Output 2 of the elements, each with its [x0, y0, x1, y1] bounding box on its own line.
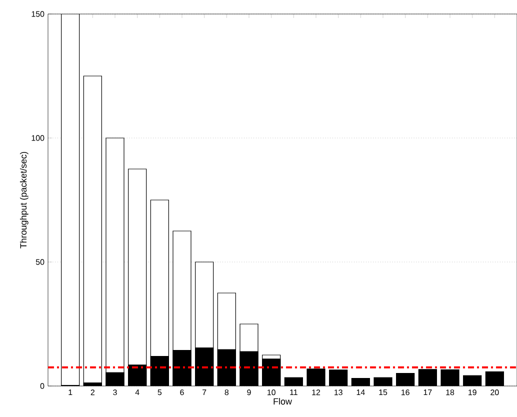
x-axis-title: Flow [274, 398, 292, 405]
y-axis-title: Throughput (packet/sec) [20, 152, 28, 248]
